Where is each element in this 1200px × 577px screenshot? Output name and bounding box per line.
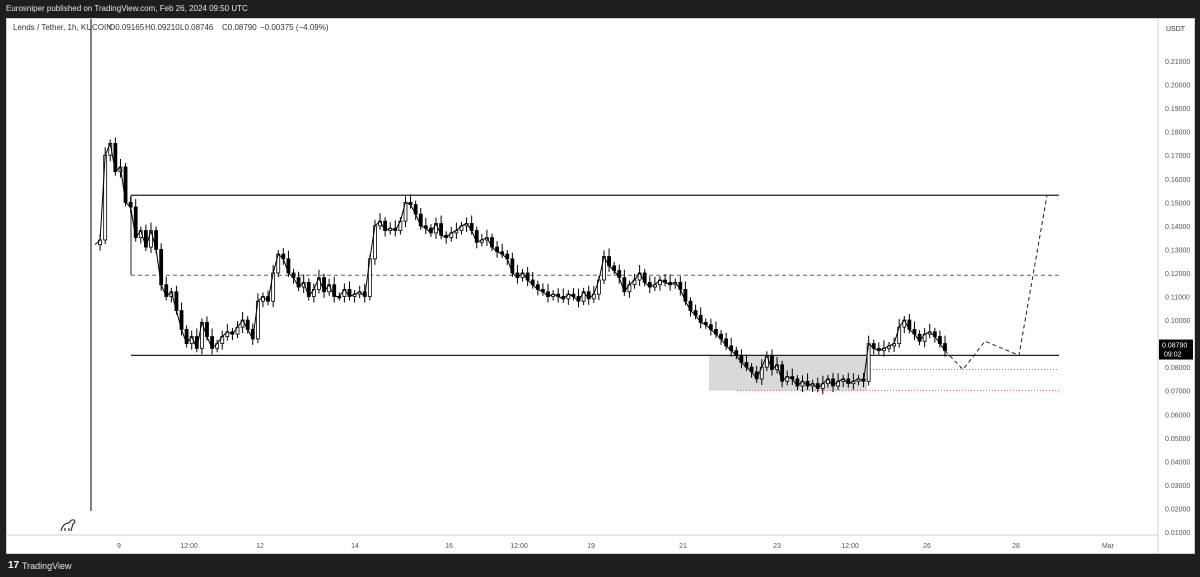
y-tick-label: 0.13000 [1165, 247, 1190, 254]
last-price-badge: 0.08790 09:02 [1159, 339, 1193, 360]
x-tick-label: 12:00 [841, 543, 859, 550]
last-price-label: 0.08790 [1162, 343, 1187, 350]
x-tick-label: 12 [256, 543, 264, 550]
y-tick-label: 0.03000 [1165, 483, 1190, 490]
y-tick-label: 0.06000 [1165, 412, 1190, 419]
legend-change: −0.00375 (−4.09%) [260, 23, 329, 32]
legend-symbol: Lends / Tether, 1h, KUCOIN [13, 23, 112, 32]
published-line: Eurosniper published on TradingView.com,… [6, 4, 248, 13]
y-tick-label: 0.07000 [1165, 389, 1190, 396]
y-tick-label: 0.05000 [1165, 436, 1190, 443]
price-axis-currency: USDT [1166, 26, 1186, 33]
footer-bar: 17 TradingView [0, 555, 1200, 577]
countdown-label: 09:02 [1164, 352, 1182, 359]
legend-open: O0.09165 [109, 23, 145, 32]
y-tick-label: 0.08000 [1165, 365, 1190, 372]
y-tick-label: 0.19000 [1165, 106, 1190, 113]
y-axis-ticks: 0.21000 0.20000 0.19000 0.18000 0.17000 0.160… [1165, 59, 1190, 537]
y-tick-label: 0.20000 [1165, 83, 1190, 90]
y-tick-label: 0.04000 [1165, 459, 1190, 466]
y-tick-label: 0.14000 [1165, 224, 1190, 231]
x-tick-label: Mar [1102, 543, 1115, 550]
y-tick-label: 0.12000 [1165, 271, 1190, 278]
publisher-bar: Eurosniper published on TradingView.com,… [0, 0, 1200, 18]
mascot-icon [60, 519, 76, 532]
y-tick-label: 0.02000 [1165, 506, 1190, 513]
x-tick-label: 12:00 [510, 543, 528, 550]
footer-brand: TradingView [22, 561, 72, 571]
y-tick-label: 0.21000 [1165, 59, 1190, 66]
x-axis-ticks: 9 12:00 12 14 16 12:00 19 21 23 12:00 26 28 Mar [117, 543, 1115, 550]
x-tick-label: 21 [679, 543, 687, 550]
y-tick-label: 0.01000 [1165, 530, 1190, 537]
chart-panel[interactable]: Lends / Tether, 1h, KUCOIN O0.09165 H0.0… [6, 18, 1195, 554]
y-tick-label: 0.17000 [1165, 153, 1190, 160]
y-tick-label: 0.16000 [1165, 177, 1190, 184]
x-tick-label: 28 [1012, 543, 1020, 550]
price-line [94, 141, 946, 390]
x-tick-label: 26 [923, 543, 931, 550]
x-tick-label: 9 [117, 543, 121, 550]
tradingview-logo-icon: 17 [8, 560, 20, 571]
price-chart[interactable]: Lends / Tether, 1h, KUCOIN O0.09165 H0.0… [7, 19, 1194, 553]
y-tick-label: 0.10000 [1165, 318, 1190, 325]
y-tick-label: 0.18000 [1165, 130, 1190, 137]
price-series [94, 137, 947, 395]
x-tick-label: 14 [351, 543, 359, 550]
x-tick-label: 16 [445, 543, 453, 550]
y-tick-label: 0.15000 [1165, 200, 1190, 207]
x-tick-label: 19 [587, 543, 595, 550]
legend-close: C0.08790 [222, 23, 257, 32]
consolidation-box [709, 355, 867, 391]
x-tick-label: 12:00 [180, 543, 198, 550]
legend-low: L0.08746 [180, 23, 214, 32]
drawing-layer [130, 194, 1059, 392]
legend-high: H0.09210 [145, 23, 180, 32]
x-tick-label: 23 [773, 543, 781, 550]
y-tick-label: 0.11000 [1165, 295, 1190, 302]
projection-path [944, 195, 1048, 371]
